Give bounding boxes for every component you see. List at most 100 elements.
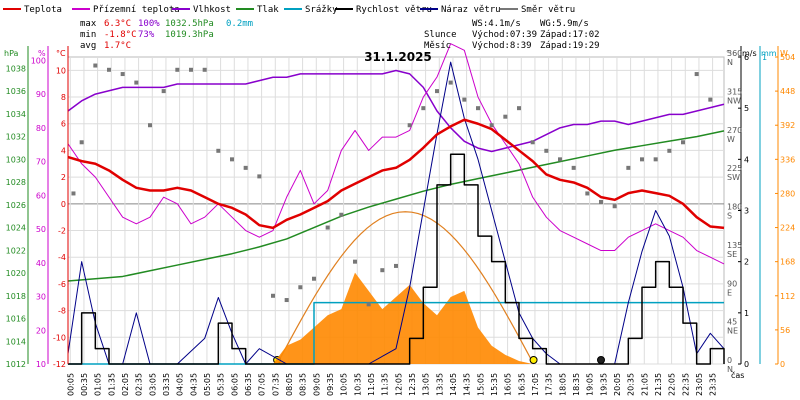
- dir-tick-deg: 180: [727, 203, 742, 212]
- w-tick-label: 504: [780, 53, 795, 62]
- time-tick-label: 15:05: [476, 373, 485, 396]
- dir-tick-deg: 0: [727, 356, 732, 365]
- time-tick-label: 20:05: [613, 373, 622, 396]
- temp-tick-label: -4: [58, 253, 66, 262]
- w-tick-label: 0: [780, 360, 785, 369]
- hpa-tick-label: 1038: [6, 64, 26, 73]
- legend-label: Vlhkost: [193, 5, 231, 15]
- temp-tick-label: -2: [58, 227, 66, 236]
- wind-direction-point: [708, 97, 713, 102]
- wind-direction-point: [571, 165, 576, 170]
- hpa-tick-label: 1020: [6, 269, 26, 278]
- temp-tick-label: 0: [61, 200, 66, 209]
- time-tick-label: 11:05: [367, 373, 376, 396]
- legend-label: Přízemní teplota: [93, 5, 180, 15]
- wind-direction-point: [134, 80, 139, 85]
- humidity-line: [67, 69, 725, 153]
- chart-date: 31.1.2025: [364, 50, 432, 64]
- wind-direction-point: [271, 293, 275, 298]
- w-tick-label: 280: [780, 189, 795, 198]
- temp-tick-label: -6: [58, 280, 66, 289]
- time-tick-label: 10:35: [353, 373, 362, 396]
- w-tick-label: 168: [780, 258, 795, 267]
- moonset-marker: [597, 356, 605, 364]
- time-tick-label: 21:35: [654, 373, 663, 396]
- time-tick-label: 04:05: [176, 373, 185, 396]
- hum-tick-label: 80: [36, 124, 46, 133]
- dir-tick-name: N: [727, 365, 733, 374]
- w-tick-label: 448: [780, 87, 795, 96]
- wind-direction-point: [148, 123, 152, 128]
- legend-label: Teplota: [24, 5, 62, 15]
- time-tick-label: 04:35: [189, 373, 198, 396]
- time-tick-label: 09:05: [312, 373, 321, 396]
- dir-tick-name: W: [727, 135, 735, 144]
- wind-direction-points: [71, 63, 713, 307]
- ms-tick-label: 0: [744, 360, 749, 369]
- time-tick-label: 05:05: [203, 373, 212, 396]
- legend-label: Směr větru: [521, 5, 575, 15]
- time-tick-label: 12:05: [394, 373, 403, 396]
- wind-direction-point: [202, 67, 207, 72]
- legend-label: Srážky: [305, 5, 338, 15]
- hum-unit: %: [38, 49, 46, 58]
- wind-direction-point: [517, 106, 521, 111]
- time-tick-label: 03:35: [162, 373, 171, 396]
- ms-tick-label: 3: [744, 207, 749, 216]
- hpa-tick-label: 1024: [6, 224, 26, 233]
- ms-tick-label: 1: [744, 309, 749, 318]
- wind-direction-point: [339, 212, 344, 217]
- wind-direction-point: [161, 89, 166, 94]
- hum-tick-label: 90: [36, 90, 46, 99]
- wind-direction-point: [79, 140, 84, 145]
- stat-wg: WG:5.9m/s: [540, 19, 589, 29]
- wind-direction-point: [612, 204, 617, 209]
- stat-min-hum: 73%: [138, 30, 155, 40]
- wind-direction-point: [380, 268, 385, 273]
- w-tick-label: 56: [780, 326, 790, 335]
- time-tick-label: 23:05: [695, 373, 704, 396]
- time-tick-label: 15:35: [490, 373, 499, 396]
- hpa-tick-label: 1036: [6, 87, 26, 96]
- dir-tick-name: NW: [727, 96, 741, 105]
- hpa-tick-label: 1022: [6, 246, 26, 255]
- time-tick-label: 19:05: [586, 373, 595, 396]
- time-tick-label: 16:05: [504, 373, 513, 396]
- time-tick-label: 23:35: [709, 373, 718, 396]
- wind-direction-point: [312, 276, 316, 281]
- dir-tick-deg: 90: [727, 279, 737, 288]
- wind-direction-point: [530, 140, 535, 145]
- time-tick-label: 02:35: [135, 373, 144, 396]
- wind-direction-point: [175, 67, 180, 72]
- wind-direction-point: [462, 97, 467, 102]
- wind-direction-point: [489, 123, 494, 128]
- wind-direction-point: [407, 123, 412, 128]
- time-tick-label: 08:35: [299, 373, 308, 396]
- wind-direction-point: [394, 263, 398, 268]
- dir-tick-name: NE: [727, 327, 738, 336]
- ms-tick-label: 6: [744, 53, 749, 62]
- ms-unit: m/s: [742, 49, 757, 58]
- time-tick-label: 00:35: [80, 373, 89, 396]
- ms-tick-label: 4: [744, 155, 749, 164]
- stat-min-label: min: [80, 30, 96, 40]
- temp-tick-label: -8: [58, 307, 66, 316]
- time-tick-label: 07:05: [258, 373, 267, 396]
- wind-direction-point: [503, 114, 508, 119]
- temp-tick-label: -12: [53, 360, 66, 369]
- legend-label: Rychlost větru: [356, 5, 432, 15]
- hpa-tick-label: 1034: [6, 110, 26, 119]
- temperature-line: [67, 118, 725, 230]
- time-axis-label: čas: [731, 370, 744, 380]
- dir-tick-name: E: [727, 288, 732, 297]
- w-unit: W: [780, 49, 788, 58]
- time-tick-label: 01:05: [94, 373, 103, 396]
- hpa-tick-label: 1026: [6, 201, 26, 210]
- dir-tick-deg: 45: [727, 318, 737, 327]
- pressure-line: [67, 130, 725, 282]
- hum-tick-label: 40: [36, 259, 46, 268]
- sun-arc-path: [276, 211, 535, 365]
- time-tick-label: 22:35: [681, 373, 690, 396]
- wind-direction-point: [71, 191, 76, 196]
